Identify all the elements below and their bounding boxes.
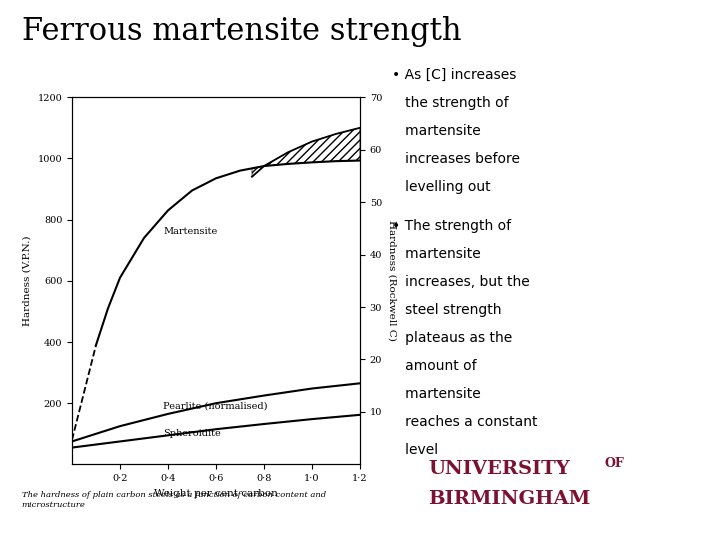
Text: The hardness of plain carbon steels as a function of carbon content and
microstr: The hardness of plain carbon steels as a… bbox=[22, 491, 325, 509]
X-axis label: Weight per cent carbon: Weight per cent carbon bbox=[154, 489, 278, 498]
Text: amount of: amount of bbox=[392, 359, 477, 373]
Text: plateaus as the: plateaus as the bbox=[392, 331, 513, 345]
Text: increases, but the: increases, but the bbox=[392, 275, 530, 289]
Text: BIRMINGHAM: BIRMINGHAM bbox=[428, 490, 590, 508]
Text: Martensite: Martensite bbox=[163, 227, 217, 237]
Text: • The strength of: • The strength of bbox=[392, 219, 511, 233]
Y-axis label: Hardness (Rockwell C): Hardness (Rockwell C) bbox=[387, 220, 396, 341]
Text: • As [C] increases: • As [C] increases bbox=[392, 68, 517, 82]
Text: Ferrous martensite strength: Ferrous martensite strength bbox=[22, 16, 462, 47]
Text: OF: OF bbox=[605, 457, 624, 470]
Text: increases before: increases before bbox=[392, 152, 521, 166]
Text: the strength of: the strength of bbox=[392, 96, 509, 110]
Text: martensite: martensite bbox=[392, 387, 481, 401]
Text: martensite: martensite bbox=[392, 247, 481, 261]
Text: steel strength: steel strength bbox=[392, 303, 502, 317]
Text: martensite: martensite bbox=[392, 124, 481, 138]
Text: Spheroidite: Spheroidite bbox=[163, 429, 221, 438]
Y-axis label: Hardness (V.P.N.): Hardness (V.P.N.) bbox=[23, 235, 32, 326]
Text: UNIVERSITY: UNIVERSITY bbox=[428, 460, 570, 478]
Text: Pearlite (normalised): Pearlite (normalised) bbox=[163, 402, 268, 411]
Text: levelling out: levelling out bbox=[392, 180, 491, 194]
Text: reaches a constant: reaches a constant bbox=[392, 415, 538, 429]
Text: level: level bbox=[392, 443, 438, 457]
